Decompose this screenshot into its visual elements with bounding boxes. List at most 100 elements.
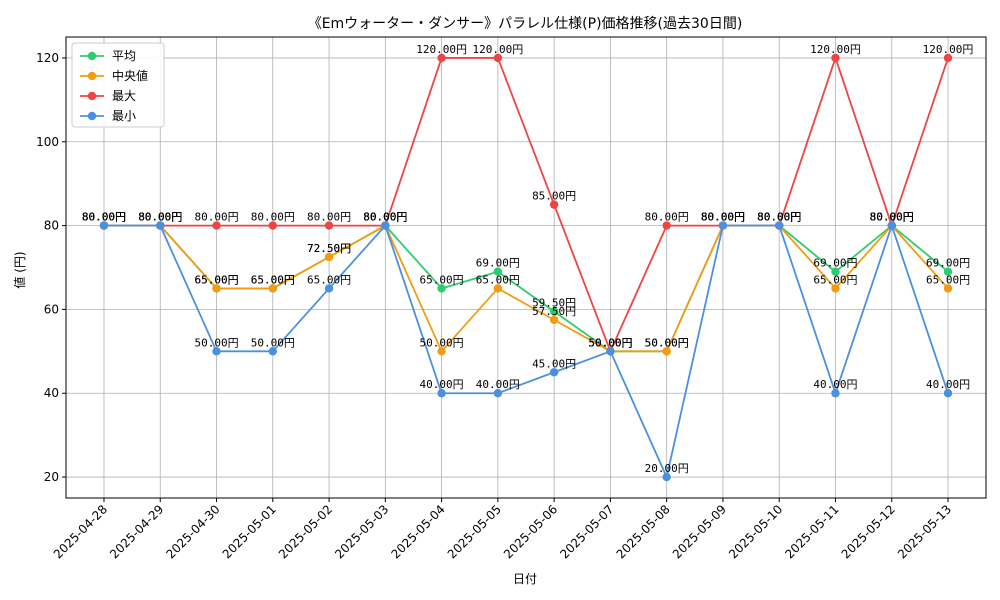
plot-frame	[65, 36, 987, 499]
data-label: 69.00円	[813, 257, 857, 270]
series-2	[99, 53, 953, 356]
data-label: 50.00円	[420, 336, 464, 349]
x-tick-label: 2025-05-09	[670, 502, 729, 561]
data-label: 50.00円	[588, 336, 632, 349]
data-point	[943, 267, 953, 276]
data-label: 120.00円	[810, 43, 861, 56]
data-point	[887, 221, 896, 230]
data-label: 40.00円	[813, 378, 857, 391]
data-point	[156, 221, 165, 230]
data-label: 80.00円	[757, 211, 801, 224]
data-point	[268, 221, 277, 230]
data-label: 69.00円	[926, 257, 970, 270]
data-label: 80.00円	[363, 211, 407, 224]
data-label: 80.00円	[82, 211, 126, 224]
x-tick-label: 2025-05-04	[388, 502, 447, 561]
data-label: 80.00円	[757, 211, 801, 224]
data-point	[324, 221, 334, 230]
data-point	[268, 347, 277, 356]
data-label: 65.00円	[926, 273, 970, 286]
data-label: 59.50円	[532, 297, 576, 310]
data-point	[831, 389, 840, 398]
data-label: 80.00円	[757, 211, 801, 224]
data-label: 120.00円	[416, 43, 467, 56]
data-label: 50.00円	[588, 336, 632, 349]
data-label: 80.00円	[870, 211, 914, 224]
data-point	[662, 472, 671, 482]
legend-label: 最大	[112, 89, 136, 103]
x-tick-label: 2025-05-05	[445, 502, 504, 561]
x-tick-label: 2025-05-10	[726, 502, 785, 561]
data-label: 50.00円	[194, 336, 238, 349]
data-point	[831, 267, 840, 276]
series-line	[103, 57, 949, 353]
data-point	[212, 284, 221, 293]
data-label: 80.00円	[138, 211, 182, 224]
data-point	[606, 347, 615, 356]
data-label: 72.50円	[307, 242, 351, 255]
data-label: 50.00円	[645, 336, 689, 349]
data-label: 80.00円	[701, 211, 745, 224]
x-axis-title: 日付	[513, 572, 537, 586]
data-label: 40.00円	[926, 378, 970, 391]
data-point	[493, 53, 503, 63]
data-label: 50.00円	[251, 336, 295, 349]
data-point	[718, 221, 728, 230]
data-point	[662, 221, 671, 230]
legend-box	[71, 42, 165, 128]
data-point	[493, 267, 503, 276]
data-label: 80.00円	[363, 211, 407, 224]
data-label: 120.00円	[472, 43, 523, 56]
data-label: 65.00円	[194, 273, 238, 286]
x-tick-label: 2025-05-03	[332, 502, 391, 561]
data-point	[549, 307, 559, 316]
data-labels: 80.00円 80.00円 65.00円 65.00円 72.50円 80.00円 65.0…	[82, 43, 973, 475]
data-label: 80.00円	[363, 211, 407, 224]
data-label: 20.00円	[645, 462, 689, 475]
data-label: 80.00円	[82, 211, 126, 224]
data-label: 80.00円	[870, 211, 914, 224]
data-point	[212, 347, 221, 356]
data-point	[437, 53, 446, 63]
legend-swatch-marker	[87, 71, 97, 81]
data-point	[437, 347, 446, 356]
data-point	[831, 53, 840, 63]
x-tick-label: 2025-05-07	[557, 502, 616, 561]
x-tick-label: 2025-05-13	[895, 502, 954, 561]
data-label: 80.00円	[701, 211, 745, 224]
x-tick-label: 2025-05-01	[220, 502, 279, 561]
data-label: 80.00円	[138, 211, 182, 224]
data-label: 65.00円	[476, 273, 520, 286]
x-tick-label: 2025-05-08	[614, 502, 673, 561]
x-tick-label: 2025-05-12	[839, 502, 898, 561]
data-label: 65.00円	[251, 273, 295, 286]
data-point	[324, 284, 334, 293]
data-label: 80.00円	[307, 211, 351, 224]
data-label: 40.00円	[476, 378, 520, 391]
legend-swatch-marker	[87, 91, 97, 101]
data-label: 80.00円	[701, 211, 745, 224]
series-line	[103, 224, 949, 353]
legend-label: 最小	[112, 109, 136, 123]
data-label: 40.00円	[420, 378, 464, 391]
y-tick-label: 60	[44, 302, 59, 316]
data-label: 65.00円	[194, 273, 238, 286]
y-tick-label: 20	[44, 470, 59, 484]
data-label: 50.00円	[588, 336, 632, 349]
legend-swatch-marker	[87, 51, 97, 61]
data-label: 80.00円	[870, 211, 914, 224]
data-label: 50.00円	[645, 336, 689, 349]
data-point	[212, 221, 221, 230]
data-label: 65.00円	[813, 273, 857, 286]
data-label: 80.00円	[870, 211, 914, 224]
data-point	[549, 315, 559, 325]
data-point	[381, 221, 390, 230]
data-point	[943, 53, 953, 63]
series-line	[103, 224, 949, 478]
data-label: 85.00円	[532, 190, 576, 203]
x-tick-label: 2025-04-28	[51, 502, 110, 561]
data-point	[662, 347, 671, 356]
